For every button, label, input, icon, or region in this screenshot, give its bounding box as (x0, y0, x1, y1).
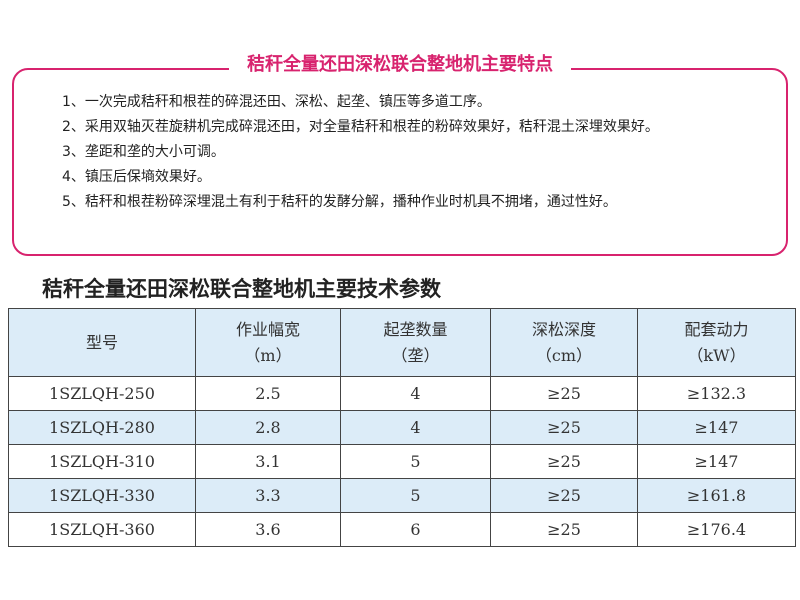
table-cell: 5 (340, 444, 491, 479)
table-cell: ≥161.8 (637, 478, 796, 513)
table-cell: ≥25 (490, 478, 638, 513)
header-depth: 深松深度 （cm） (490, 308, 638, 377)
spec-title: 秸秆全量还田深松联合整地机主要技术参数 (42, 276, 441, 301)
header-label: 配套动力 (684, 319, 749, 339)
features-list: 1、一次完成秸秆和根茬的碎混还田、深松、起垄、镇压等多道工序。 2、采用双轴灭茬… (62, 90, 762, 215)
feature-item: 2、采用双轴灭茬旋耕机完成碎混还田，对全量秸秆和根茬的粉碎效果好，秸秆混土深埋效… (62, 119, 659, 135)
table-cell: ≥176.4 (637, 512, 796, 547)
feature-item: 4、镇压后保墒效果好。 (62, 169, 211, 185)
table-cell: 1SZLQH-360 (8, 512, 196, 547)
table-row: 1SZLQH-280 2.8 4 ≥25 ≥147 (8, 410, 796, 445)
table-header-row: 型号 作业幅宽 （m） 起垄数量 （垄） 深松深度 （cm） 配套动力 （kW） (8, 308, 796, 377)
features-title: 秸秆全量还田深松联合整地机主要特点 (0, 53, 800, 77)
header-label: 起垄数量 (383, 319, 448, 339)
table-row: 1SZLQH-360 3.6 6 ≥25 ≥176.4 (8, 512, 796, 547)
feature-item: 3、垄距和垄的大小可调。 (62, 144, 225, 160)
table-cell: ≥25 (490, 410, 638, 445)
header-unit: （垄） (391, 345, 440, 365)
table-cell: 3.6 (195, 512, 341, 547)
table-cell: 3.3 (195, 478, 341, 513)
table-cell: ≥147 (637, 444, 796, 479)
header-model: 型号 (8, 308, 196, 377)
table-cell: 1SZLQH-250 (8, 376, 196, 411)
feature-item: 5、秸秆和根茬粉碎深埋混土有利于秸秆的发酵分解，播种作业时机具不拥堵，通过性好。 (62, 194, 617, 210)
table-cell: ≥147 (637, 410, 796, 445)
header-unit: （cm） (535, 345, 593, 365)
table-row: 1SZLQH-250 2.5 4 ≥25 ≥132.3 (8, 376, 796, 411)
table-cell: ≥132.3 (637, 376, 796, 411)
table-cell: 6 (340, 512, 491, 547)
table-cell: 1SZLQH-310 (8, 444, 196, 479)
table-cell: 2.5 (195, 376, 341, 411)
header-width: 作业幅宽 （m） (195, 308, 341, 377)
table-cell: ≥25 (490, 444, 638, 479)
table-cell: ≥25 (490, 376, 638, 411)
table-cell: 4 (340, 376, 491, 411)
table-row: 1SZLQH-330 3.3 5 ≥25 ≥161.8 (8, 478, 796, 513)
table-cell: ≥25 (490, 512, 638, 547)
header-label: 深松深度 (531, 319, 596, 339)
table-cell: 1SZLQH-280 (8, 410, 196, 445)
feature-item: 1、一次完成秸秆和根茬的碎混还田、深松、起垄、镇压等多道工序。 (62, 94, 491, 110)
table-cell: 4 (340, 410, 491, 445)
table-cell: 1SZLQH-330 (8, 478, 196, 513)
header-ridges: 起垄数量 （垄） (340, 308, 491, 377)
header-power: 配套动力 （kW） (637, 308, 796, 377)
table-row: 1SZLQH-310 3.1 5 ≥25 ≥147 (8, 444, 796, 479)
table-cell: 2.8 (195, 410, 341, 445)
spec-table: 型号 作业幅宽 （m） 起垄数量 （垄） 深松深度 （cm） 配套动力 （kW） 1SZ… (8, 308, 796, 547)
header-unit: （m） (244, 345, 292, 365)
header-label: 作业幅宽 (235, 319, 300, 339)
table-cell: 5 (340, 478, 491, 513)
header-unit: （kW） (687, 345, 746, 365)
table-cell: 3.1 (195, 444, 341, 479)
header-label: 型号 (85, 332, 118, 352)
